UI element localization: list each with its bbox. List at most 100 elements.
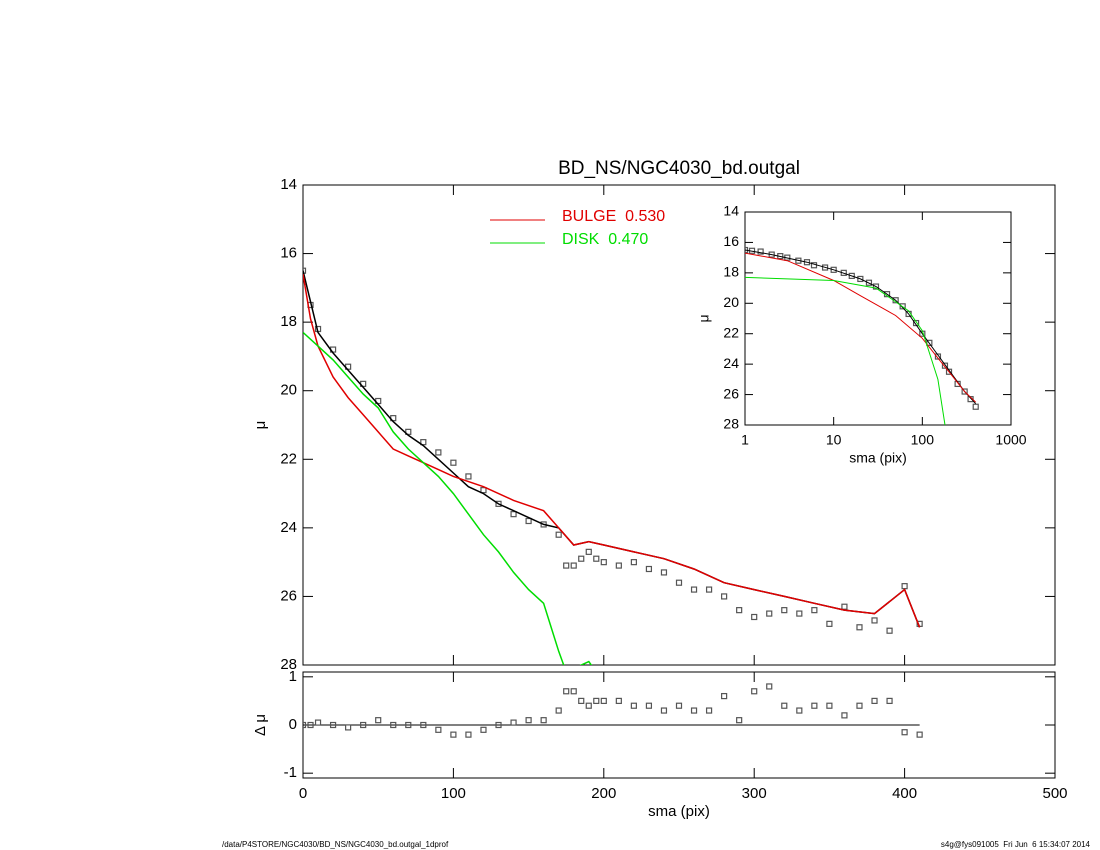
x-tick-label: 1 [741,432,749,448]
data-point [345,724,352,731]
data-point [872,283,880,290]
data-point [525,517,532,525]
y-tick-label: -1 [284,764,297,781]
data-point [435,449,442,456]
data-point [811,607,818,614]
data-point [926,339,933,346]
data-point [578,697,585,705]
data-point [360,721,367,729]
y-tick-label: 18 [280,313,297,330]
x-axis-label: sma (pix) [648,803,710,820]
data-point [307,721,314,729]
data-point [593,697,600,705]
data-point [751,688,758,695]
data-point [660,569,668,576]
data-point [826,620,833,627]
data-point [375,717,382,724]
data-point [856,702,863,709]
x-tick-label: 100 [911,432,935,448]
data-point [675,579,683,586]
model-line [745,276,946,425]
data-point [841,603,848,610]
data-point [329,721,337,729]
data-point [796,610,803,617]
legend-label: DISK 0.470 [562,231,648,248]
chart-title: BD_NS/NGC4030_bd.outgal [558,158,800,179]
y-tick-label: 24 [280,519,297,536]
model-line [745,249,977,405]
data-point [563,688,570,695]
x-tick-label: 500 [1042,785,1067,802]
data-point [303,267,307,274]
data-point [901,729,908,736]
y-tick-label: 22 [723,324,739,340]
data-point [901,583,908,590]
data-point [314,719,322,726]
data-point [420,721,427,729]
data-point [660,707,668,714]
data-point [450,731,457,738]
footer-right: s4g@fys091005 Fri Jun 6 15:34:07 2014 [941,840,1091,849]
data-point [865,279,873,286]
data-point [811,702,818,709]
data-point [766,610,773,617]
data-point [303,721,307,729]
data-point [916,731,923,738]
data-point [886,627,893,634]
x-tick-label: 200 [591,785,616,802]
data-point [751,613,758,621]
y-tick-label: 18 [723,264,739,280]
data-point [480,726,487,733]
data-point [961,388,968,395]
footer-left: /data/P4STORE/NGC4030/BD_NS/NGC4030_bd.o… [222,840,449,849]
data-point [841,712,848,719]
data-point [766,683,773,690]
plot-frame [302,184,1056,666]
data-point [630,559,637,566]
data-point [803,259,811,266]
y-tick-label: 16 [280,245,297,262]
data-point [495,721,502,729]
data-point [570,688,577,695]
x-tick-label: 0 [299,785,307,802]
data-point [510,719,517,726]
data-point [690,707,698,714]
x-tick-label: 10 [826,432,842,448]
y-tick-label: 26 [280,587,297,604]
data-point [781,702,788,709]
y-axis-label: Δ μ [252,714,269,736]
y-tick-label: 22 [280,450,297,467]
data-point [736,717,743,724]
data-point [570,562,577,569]
data-point [886,697,893,705]
data-point [450,459,457,466]
x-tick-label: 300 [742,785,767,802]
data-point [585,548,592,555]
data-point [593,555,600,562]
data-point [871,617,878,624]
data-point [420,439,427,446]
y-tick-label: 24 [723,355,739,371]
model-line [303,273,921,628]
data-point [690,586,698,593]
data-point [871,697,878,705]
data-point [972,403,979,410]
y-tick-label: 16 [723,233,739,249]
model-line [303,331,593,665]
data-point [578,555,585,562]
data-point [555,531,562,538]
data-point [736,607,743,614]
data-point [945,368,953,375]
data-point [848,272,855,279]
data-point [757,248,764,255]
data-point [585,702,592,709]
data-point [796,707,803,714]
data-point [540,717,547,724]
plot-area [303,683,923,738]
data-point [821,264,829,271]
data-point [721,593,728,600]
data-point [857,275,864,283]
data-point [615,562,622,569]
data-point [615,697,622,705]
